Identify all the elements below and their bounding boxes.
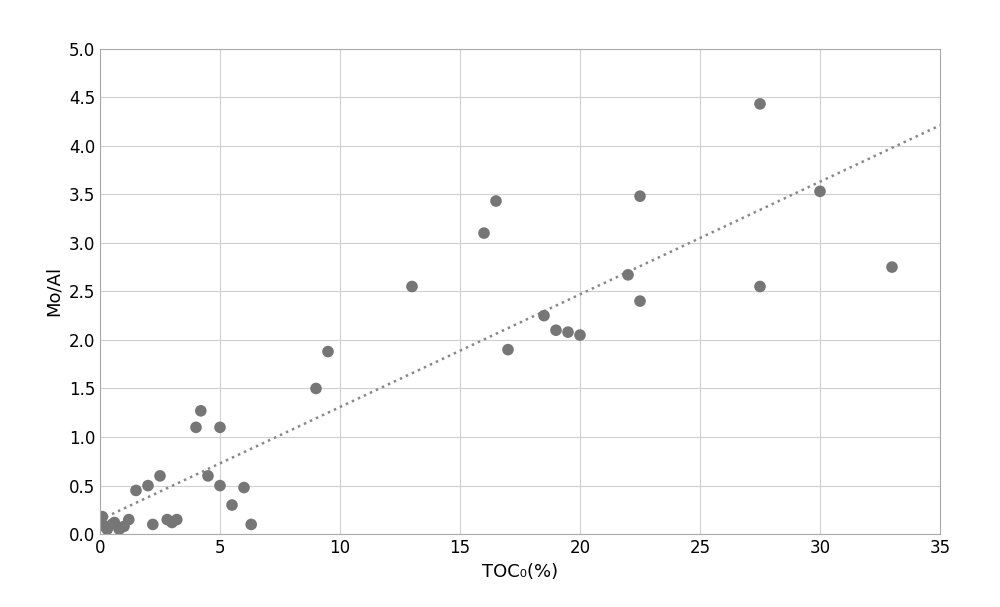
- Point: [812, 186, 828, 196]
- Point: [572, 330, 588, 340]
- Point: [94, 512, 110, 521]
- Point: [320, 347, 336, 356]
- Point: [169, 515, 185, 524]
- Point: [308, 384, 324, 393]
- Point: [200, 471, 216, 481]
- Point: [128, 486, 144, 495]
- Point: [476, 228, 492, 238]
- Point: [236, 483, 252, 492]
- Point: [121, 515, 137, 524]
- Point: [224, 500, 240, 510]
- Point: [752, 99, 768, 109]
- Point: [193, 406, 209, 416]
- Y-axis label: Mo/Al: Mo/Al: [45, 266, 63, 316]
- Point: [212, 481, 228, 490]
- X-axis label: TOC₀(%): TOC₀(%): [482, 563, 558, 580]
- Point: [212, 422, 228, 432]
- Point: [404, 282, 420, 291]
- Point: [104, 520, 120, 529]
- Point: [97, 521, 113, 531]
- Point: [243, 520, 259, 529]
- Point: [140, 481, 156, 490]
- Point: [536, 311, 552, 320]
- Point: [500, 345, 516, 354]
- Point: [560, 327, 576, 337]
- Point: [111, 524, 127, 534]
- Point: [548, 325, 564, 335]
- Point: [632, 296, 648, 306]
- Point: [99, 524, 115, 534]
- Point: [159, 515, 175, 524]
- Point: [106, 518, 122, 527]
- Point: [164, 518, 180, 527]
- Point: [188, 422, 204, 432]
- Point: [632, 191, 648, 201]
- Point: [145, 520, 161, 529]
- Point: [116, 521, 132, 531]
- Point: [620, 270, 636, 280]
- Point: [152, 471, 168, 481]
- Point: [884, 262, 900, 272]
- Point: [752, 282, 768, 291]
- Point: [488, 196, 504, 206]
